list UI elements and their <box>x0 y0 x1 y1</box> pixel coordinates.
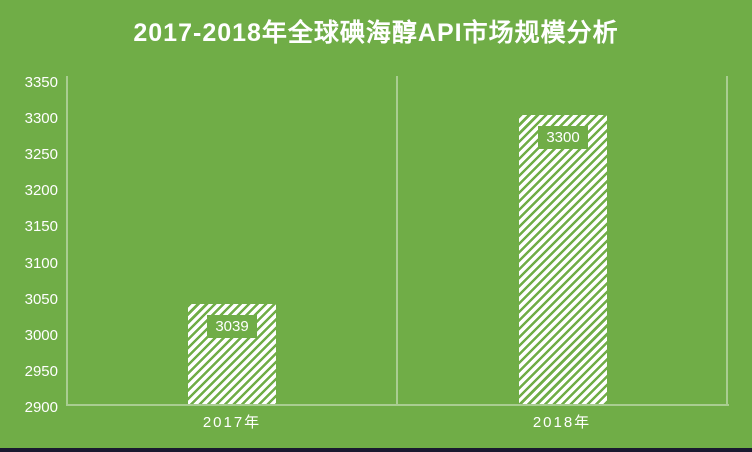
y-tick-label: 3050 <box>24 291 58 308</box>
x-axis-line <box>66 404 729 406</box>
category-boundary-gridline <box>396 76 398 404</box>
y-tick-label: 2950 <box>24 363 58 380</box>
data-label-2018: 3300 <box>538 126 588 149</box>
y-tick-label: 3350 <box>24 74 58 91</box>
y-tick-label: 3200 <box>24 182 58 199</box>
y-tick-label: 3300 <box>24 110 58 127</box>
y-tick-label: 2900 <box>24 399 58 416</box>
bar-2017: 3039 <box>188 304 276 404</box>
bar-2018: 3300 <box>519 115 607 404</box>
y-tick-label: 3150 <box>24 218 58 235</box>
bottom-strip <box>0 448 752 452</box>
category-boundary-gridline <box>726 76 728 404</box>
y-tick-label: 3250 <box>24 146 58 163</box>
x-tick-label-2017: 2017年 <box>202 414 262 431</box>
y-axis-line <box>66 76 68 406</box>
chart-title: 2017-2018年全球碘海醇API市场规模分析 <box>133 19 619 47</box>
y-tick-label: 3000 <box>24 327 58 344</box>
data-label-2017: 3039 <box>207 315 257 338</box>
x-tick-label-2018: 2018年 <box>532 414 592 431</box>
y-tick-label: 3100 <box>24 255 58 272</box>
